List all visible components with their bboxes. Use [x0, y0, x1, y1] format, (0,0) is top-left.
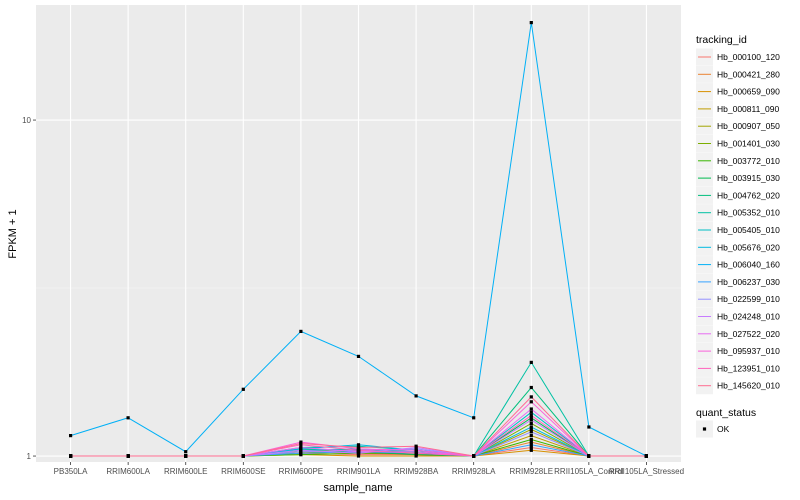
x-tick-label: RRIM600PE [279, 467, 323, 476]
x-axis-ticks: PB350LA RRIM600LA RRIM600LE RRIM600SE RRIM60… [54, 462, 684, 476]
legend-label: Hb_024248_010 [717, 312, 780, 322]
legend-label: Hb_027522_020 [717, 329, 780, 339]
shape-legend-label: OK [717, 424, 730, 434]
data-point [299, 448, 303, 452]
legend-label: Hb_000100_120 [717, 52, 780, 62]
data-point [529, 443, 533, 447]
legend-label: Hb_003915_030 [717, 173, 780, 183]
data-point [241, 387, 245, 391]
legend-label: Hb_006237_030 [717, 277, 780, 287]
data-point [241, 454, 245, 458]
data-point [529, 21, 533, 25]
shape-legend-marker [702, 427, 707, 431]
legend-label: Hb_004762_020 [717, 190, 780, 200]
data-point [529, 425, 533, 429]
data-point [529, 427, 533, 431]
data-point [414, 451, 418, 455]
data-point [356, 454, 361, 458]
data-point [529, 418, 533, 422]
data-point [529, 421, 533, 426]
data-point [299, 445, 303, 450]
shape-legend-items: OK [696, 420, 730, 438]
x-tick-label: RRIM600LE [164, 467, 208, 476]
data-point [529, 430, 533, 434]
data-point [414, 448, 418, 452]
data-point [184, 454, 188, 458]
color-legend: tracking_id Hb_000100_120Hb_000421_280Hb… [696, 34, 780, 395]
x-tick-label: RRII105LA_Stressed [609, 467, 684, 476]
data-point [529, 416, 533, 420]
legend-label: Hb_000659_090 [717, 87, 780, 97]
y-axis-ticks: 1 10 [22, 116, 36, 461]
data-point [472, 416, 476, 420]
data-point [587, 425, 591, 429]
data-point [529, 434, 533, 438]
x-tick-label: RRIM928LE [509, 467, 553, 476]
shape-legend-title: quant_status [696, 407, 756, 419]
data-point [529, 410, 533, 414]
x-tick-label: RRIM901LA [337, 467, 381, 476]
data-point [529, 445, 533, 450]
legend-label: Hb_005352_010 [717, 208, 780, 218]
y-tick-label: 1 [27, 452, 32, 461]
data-point [356, 354, 361, 358]
legend-label: Hb_001401_030 [717, 139, 780, 149]
x-tick-label: RRIM600LA [106, 467, 150, 476]
data-point [356, 448, 361, 452]
legend-label: Hb_006040_160 [717, 260, 780, 270]
x-axis-title: sample_name [323, 482, 392, 494]
legend-label: Hb_005676_020 [717, 242, 780, 252]
data-point [299, 329, 303, 333]
data-point [69, 454, 73, 458]
x-tick-label: RRIM600SE [221, 467, 265, 476]
data-point [69, 434, 73, 438]
data-point [529, 400, 533, 404]
data-point [126, 454, 130, 458]
data-point [529, 385, 533, 390]
data-point [414, 444, 418, 448]
data-point [529, 440, 533, 444]
data-point [126, 416, 130, 420]
legend-label: Hb_022599_010 [717, 294, 780, 304]
data-point [356, 443, 361, 447]
x-tick-label: RRIM928LA [452, 467, 496, 476]
legend-label: Hb_000421_280 [717, 69, 780, 79]
y-tick-label: 10 [22, 116, 31, 125]
legend-label: Hb_145620_010 [717, 381, 780, 391]
data-point [414, 394, 418, 398]
data-point [529, 407, 533, 411]
legend-title: tracking_id [696, 34, 747, 46]
legend-label: Hb_000907_050 [717, 121, 780, 131]
legend-items: Hb_000100_120 Hb_000421_280 Hb_000659_090 H… [696, 48, 780, 395]
legend-label: Hb_095937_010 [717, 346, 780, 356]
data-point [472, 454, 476, 458]
y-axis-title: FPKM + 1 [7, 209, 19, 258]
data-point [184, 450, 188, 454]
series-points [69, 21, 648, 458]
legend-label: Hb_123951_010 [717, 363, 780, 373]
legend-label: Hb_005405_010 [717, 225, 780, 235]
data-point [356, 445, 361, 450]
legend-label: Hb_000811_090 [717, 104, 780, 114]
data-point [587, 454, 591, 458]
data-point [529, 448, 533, 452]
legend-label: Hb_003772_010 [717, 156, 780, 166]
x-tick-label: RRII105LA_Control [554, 467, 624, 476]
x-tick-label: RRIM928BA [394, 467, 439, 476]
data-point [529, 395, 533, 399]
data-point [644, 454, 648, 458]
data-point [529, 413, 533, 418]
shape-legend: quant_status OK [696, 407, 756, 438]
data-point [299, 441, 303, 446]
data-point [529, 437, 533, 442]
x-tick-label: PB350LA [54, 467, 88, 476]
data-point [529, 360, 533, 364]
